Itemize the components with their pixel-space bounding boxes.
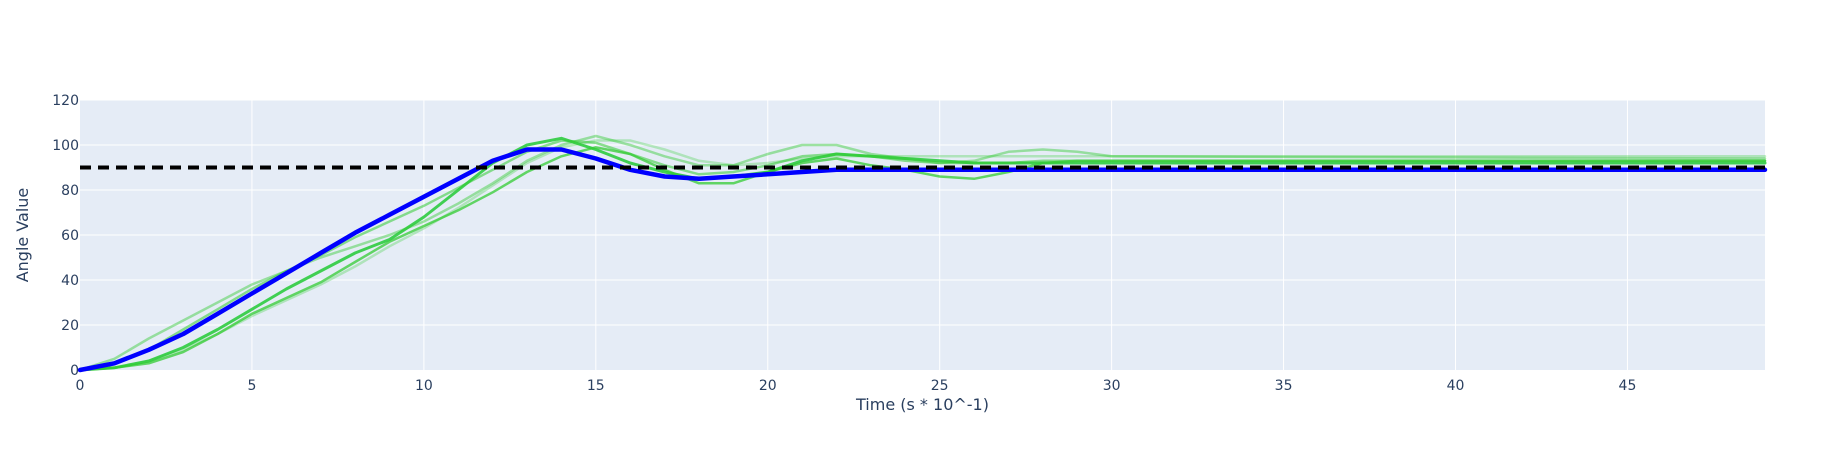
y-axis-title: Angle Value xyxy=(13,188,32,283)
trial-series-line-3 xyxy=(78,139,1767,372)
x-tick-label: 10 xyxy=(415,378,433,394)
x-tick-label: 20 xyxy=(759,378,777,394)
y-tick-label: 80 xyxy=(61,183,79,199)
y-tick-label: 100 xyxy=(52,138,79,154)
x-tick-label: 30 xyxy=(1103,378,1121,394)
trial-series-line-5 xyxy=(78,139,1767,372)
y-tick-label: 60 xyxy=(61,228,79,244)
y-tick-label: 40 xyxy=(61,273,79,289)
trial-series-line-2 xyxy=(78,146,1767,372)
x-tick-label: 35 xyxy=(1275,378,1293,394)
y-tick-label: 20 xyxy=(61,318,79,334)
x-axis-title: Time (s * 10^-1) xyxy=(855,395,989,414)
y-axis-ticks: 0 20 40 60 80 100 120 xyxy=(52,93,79,379)
x-tick-label: 45 xyxy=(1619,378,1637,394)
grid-lines xyxy=(80,99,1765,370)
series-lines xyxy=(77,134,1768,373)
y-tick-label: 0 xyxy=(70,363,79,379)
x-tick-label: 40 xyxy=(1447,378,1465,394)
x-tick-label: 15 xyxy=(587,378,605,394)
x-tick-label: 5 xyxy=(247,378,256,394)
x-tick-label: 25 xyxy=(931,378,949,394)
trial-series-line-4 xyxy=(78,134,1767,372)
x-tick-label: 0 xyxy=(76,378,85,394)
y-tick-label: 120 xyxy=(52,93,79,109)
x-axis-ticks: 0 5 10 15 20 25 30 35 40 45 xyxy=(76,378,1637,394)
main-series-line xyxy=(77,147,1768,373)
